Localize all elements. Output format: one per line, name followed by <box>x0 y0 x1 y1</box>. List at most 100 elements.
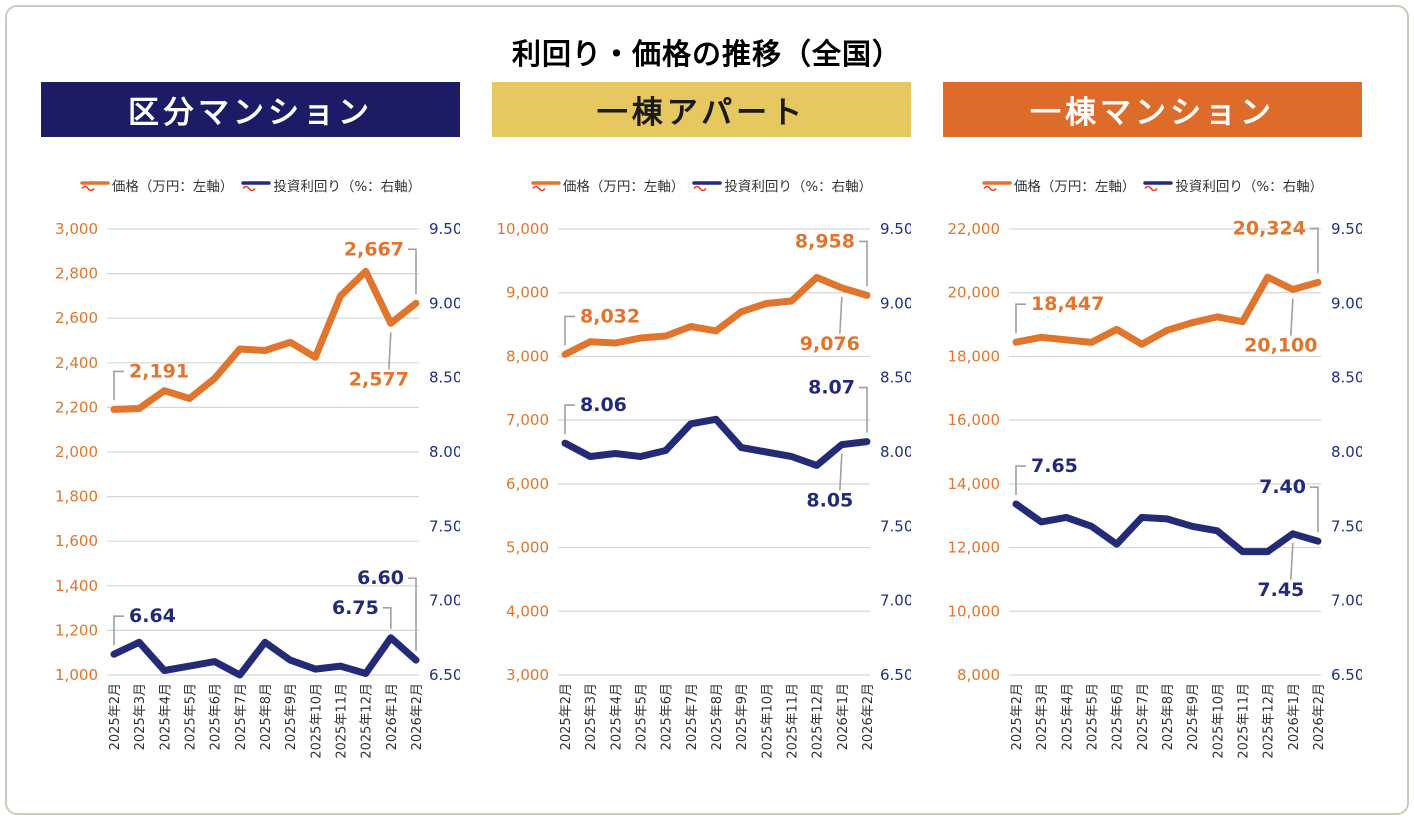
yield-line <box>110 634 420 679</box>
svg-text:2026年2月: 2026年2月 <box>1312 683 1327 750</box>
svg-text:2025年2月: 2025年2月 <box>559 683 574 750</box>
svg-text:2025年6月: 2025年6月 <box>209 683 224 750</box>
svg-text:8,000: 8,000 <box>957 666 1000 684</box>
annotation: 7.65 <box>1015 455 1078 496</box>
svg-text:2,400: 2,400 <box>55 354 98 372</box>
svg-text:8.00: 8.00 <box>1331 443 1362 461</box>
annotation: 8.07 <box>808 377 868 433</box>
svg-text:9.50: 9.50 <box>1331 220 1362 238</box>
annotation: 2,667 <box>344 238 417 295</box>
gridlines <box>1009 228 1321 676</box>
annotation-value: 8.06 <box>580 394 627 416</box>
svg-text:2025年2月: 2025年2月 <box>1010 683 1025 750</box>
legend-yield-label: 投資利回り（%：右軸） <box>724 179 873 195</box>
svg-text:7.00: 7.00 <box>1331 592 1362 610</box>
svg-text:6.50: 6.50 <box>880 666 911 684</box>
yield-line <box>561 415 871 469</box>
red-squiggle-icon <box>81 185 95 191</box>
svg-text:2025年10月: 2025年10月 <box>760 683 775 759</box>
svg-text:2,600: 2,600 <box>55 309 98 327</box>
annotation: 8,032 <box>564 305 640 346</box>
svg-text:2025年11月: 2025年11月 <box>335 683 350 759</box>
chart-svg-1: 10,000 9,000 8,000 7,000 6,000 5,000 4,000 3,00… <box>497 220 912 759</box>
svg-text:7.00: 7.00 <box>429 592 460 610</box>
annotation: 2,577 <box>349 332 409 390</box>
annotation-value: 7.40 <box>1259 476 1306 498</box>
svg-text:6.50: 6.50 <box>429 666 460 684</box>
annotation-value: 8,958 <box>795 230 855 252</box>
right-axis-labels: 9.50 9.00 8.50 8.00 7.50 7.00 6.50 <box>429 220 460 684</box>
annotation-value: 2,577 <box>349 368 409 390</box>
svg-text:16,000: 16,000 <box>948 411 1001 429</box>
panel-header-apart: 一棟アパート <box>492 82 911 137</box>
svg-text:3,000: 3,000 <box>506 666 549 684</box>
annotation-value: 2,191 <box>129 360 189 382</box>
yield-line-swatch-icon <box>692 181 723 191</box>
annotation-value: 20,100 <box>1244 335 1317 357</box>
svg-text:3,000: 3,000 <box>55 220 98 238</box>
svg-text:7.50: 7.50 <box>880 517 911 535</box>
svg-text:7.50: 7.50 <box>429 517 460 535</box>
svg-text:2025年7月: 2025年7月 <box>1136 683 1151 750</box>
svg-text:2025年4月: 2025年4月 <box>609 683 624 750</box>
svg-text:8,000: 8,000 <box>506 347 549 365</box>
svg-text:4,000: 4,000 <box>506 602 549 620</box>
price-line-swatch-icon <box>80 181 110 191</box>
svg-text:2025年4月: 2025年4月 <box>1060 683 1075 750</box>
svg-text:8.00: 8.00 <box>429 443 460 461</box>
annotation: 9,076 <box>800 296 860 355</box>
annotation: 20,100 <box>1244 298 1317 357</box>
panel-2: 一棟マンション 価格（万円：左軸） 投資利回り（%：右軸） <box>943 82 1362 772</box>
annotation: 6.75 <box>332 597 392 629</box>
svg-text:2,000: 2,000 <box>55 443 98 461</box>
panel-header-mansion: 一棟マンション <box>943 82 1362 137</box>
annotation-value: 8,032 <box>580 305 640 327</box>
svg-text:18,000: 18,000 <box>948 347 1001 365</box>
svg-text:2025年9月: 2025年9月 <box>1186 683 1201 750</box>
panels-row: 区分マンション 価格（万円：左軸） 投資利回り（%：右軸） <box>7 82 1407 772</box>
svg-text:6,000: 6,000 <box>506 475 549 493</box>
svg-text:8.00: 8.00 <box>880 443 911 461</box>
svg-text:2025年5月: 2025年5月 <box>184 683 199 750</box>
svg-text:2025年5月: 2025年5月 <box>1086 683 1101 750</box>
legend-price-label: 価格（万円：左軸） <box>111 179 234 195</box>
svg-text:1,000: 1,000 <box>55 666 98 684</box>
svg-text:2025年8月: 2025年8月 <box>710 683 725 750</box>
panel-header-kubun: 区分マンション <box>41 82 460 137</box>
svg-text:2026年2月: 2026年2月 <box>410 683 425 750</box>
svg-text:9.00: 9.00 <box>880 294 911 312</box>
svg-text:10,000: 10,000 <box>948 602 1001 620</box>
right-axis-labels: 9.50 9.00 8.50 8.00 7.50 7.00 6.50 <box>1331 220 1362 684</box>
annotation-value: 6.64 <box>129 605 176 627</box>
panel-1: 一棟アパート 価格（万円：左軸） 投資利回り（%：右軸） <box>492 82 911 772</box>
red-squiggle-icon <box>242 185 256 191</box>
svg-text:2025年3月: 2025年3月 <box>584 683 599 750</box>
svg-text:12,000: 12,000 <box>948 539 1001 557</box>
price-line <box>561 273 871 358</box>
svg-text:2025年10月: 2025年10月 <box>309 683 324 759</box>
svg-text:9.00: 9.00 <box>429 294 460 312</box>
red-squiggle-icon <box>1144 185 1158 191</box>
red-squiggle-icon <box>693 185 707 191</box>
svg-text:2025年8月: 2025年8月 <box>259 683 274 750</box>
svg-text:2025年7月: 2025年7月 <box>234 683 249 750</box>
legend-item-price: 価格（万円：左軸） <box>531 175 684 195</box>
svg-text:1,600: 1,600 <box>55 532 98 550</box>
gridlines <box>558 228 870 676</box>
svg-text:2025年10月: 2025年10月 <box>1211 683 1226 759</box>
svg-text:10,000: 10,000 <box>497 220 550 238</box>
svg-text:2,200: 2,200 <box>55 398 98 416</box>
annotation-value: 6.60 <box>357 567 404 589</box>
x-axis-labels: 2025年2月 2025年3月 2025年4月 2025年5月 2025年6月 2025年… <box>1010 683 1327 759</box>
svg-text:1,200: 1,200 <box>55 621 98 639</box>
svg-text:2026年1月: 2026年1月 <box>385 683 400 750</box>
svg-text:9.00: 9.00 <box>1331 294 1362 312</box>
legend-item-price: 価格（万円：左軸） <box>982 175 1135 195</box>
annotation: 18,447 <box>1015 293 1104 334</box>
svg-text:2026年1月: 2026年1月 <box>836 683 851 750</box>
annotation: 7.45 <box>1257 542 1304 601</box>
chart-svg-2: 22,000 20,000 18,000 16,000 14,000 12,000 10,0… <box>948 217 1363 759</box>
legend-yield-label: 投資利回り（%：右軸） <box>273 179 422 195</box>
yield-line-swatch-icon <box>241 181 272 191</box>
red-squiggle-icon <box>532 185 546 191</box>
